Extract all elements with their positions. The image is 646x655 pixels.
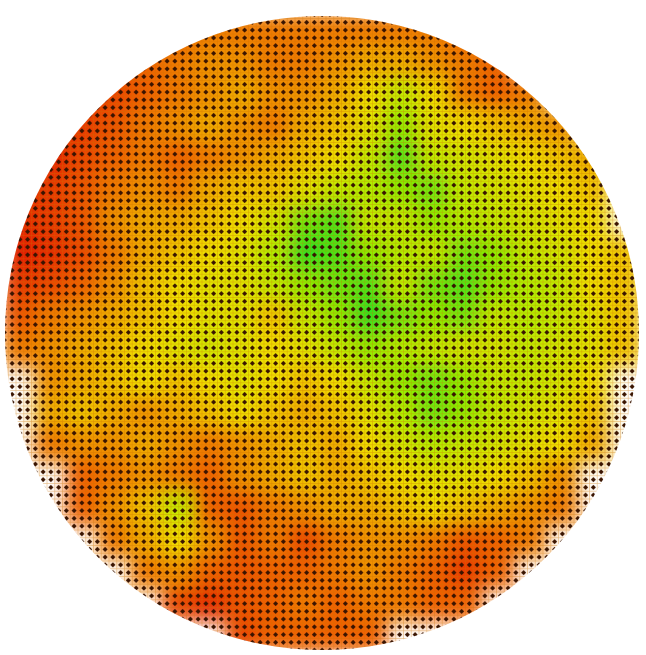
die-cell [98,45,133,80]
die-cell [34,109,69,144]
die-cell [5,173,37,207]
die-cell [162,16,196,48]
die-cell [66,77,101,112]
die-cell [448,16,482,48]
